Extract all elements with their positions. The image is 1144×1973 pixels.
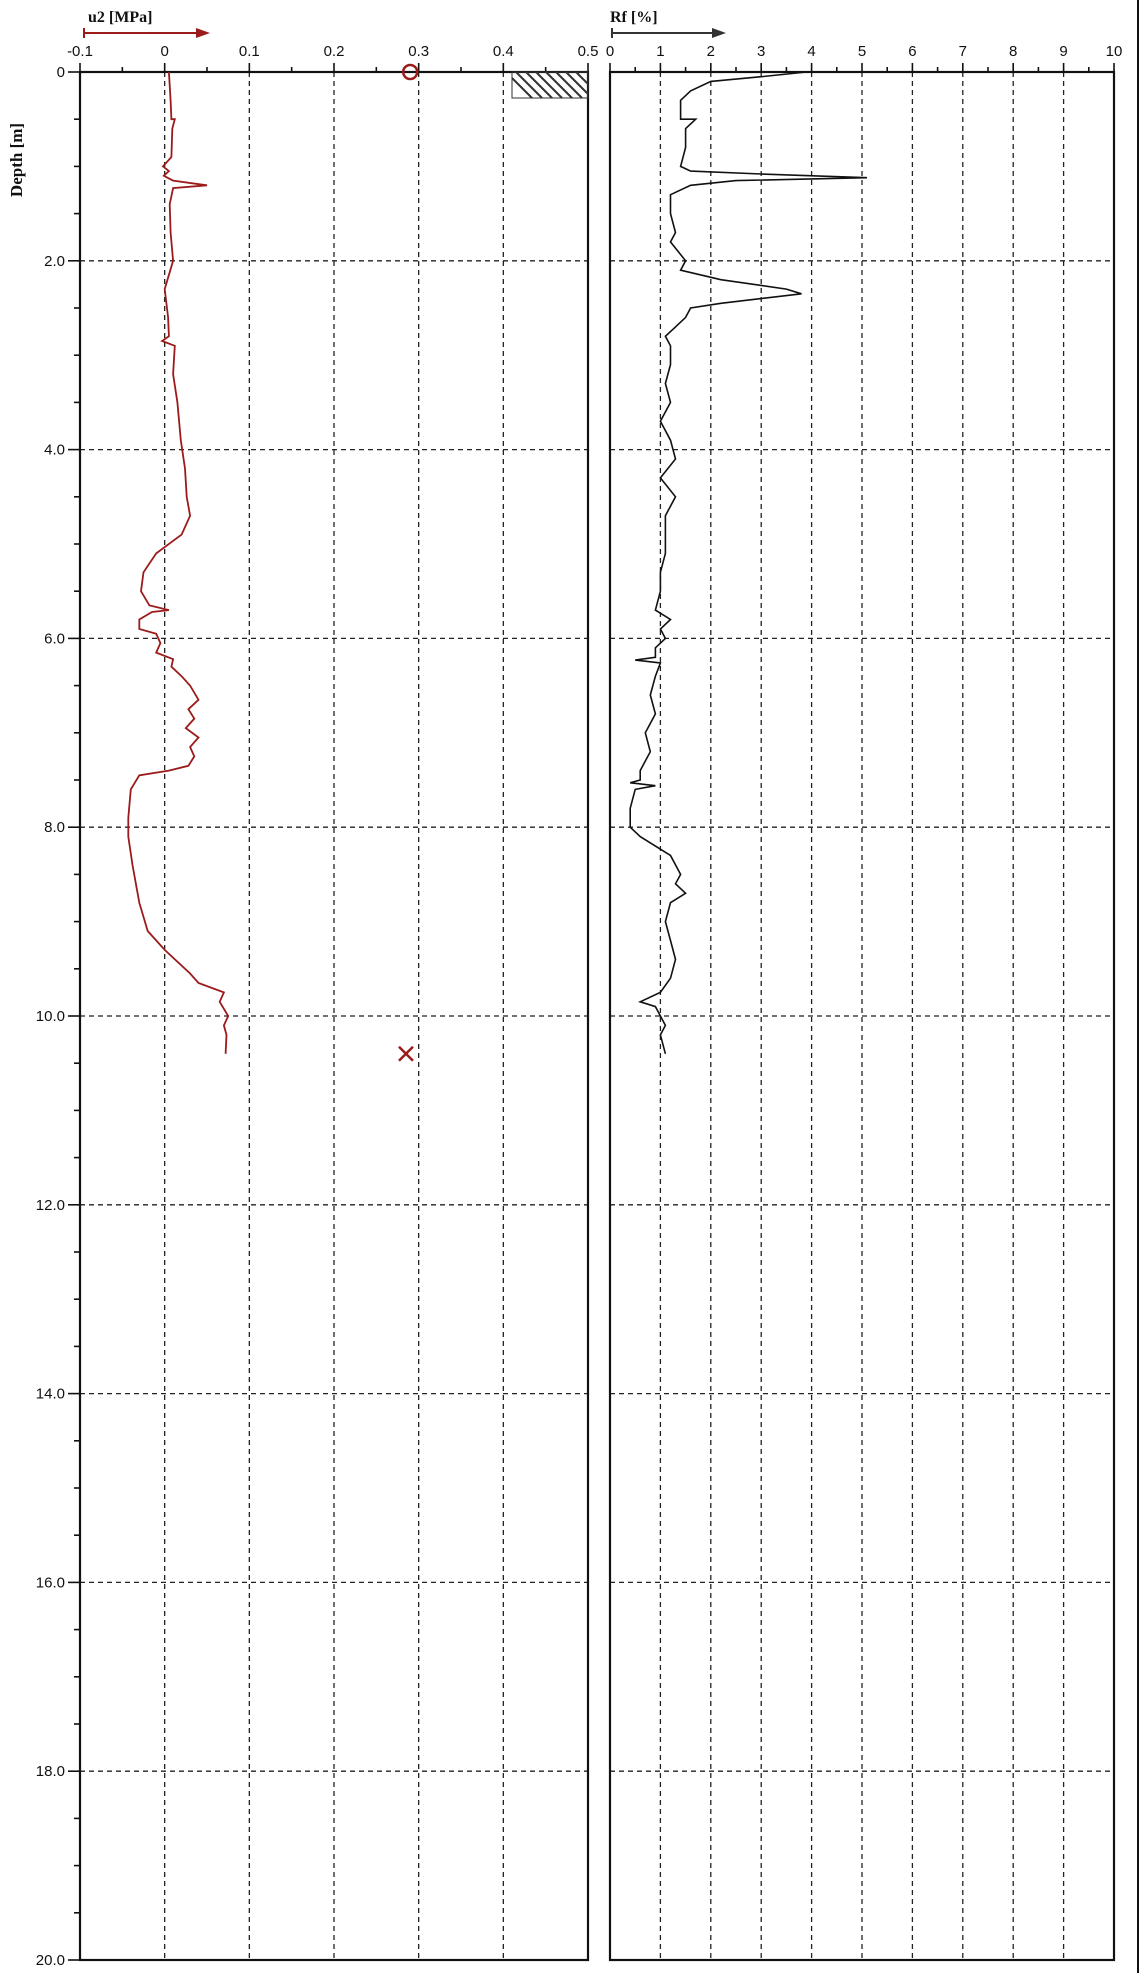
rf-panel: 0 1 2 3 4 5 6 7 8 9 10 Rf [%] (606, 9, 1123, 1962)
u2-series-line (127, 71, 230, 1054)
ytick-label: 8.0 (44, 819, 65, 836)
rf-xtick-label: 0 (606, 43, 614, 60)
ytick-label: 14.0 (36, 1386, 65, 1403)
y-axis-label: Depth [m] (7, 123, 26, 197)
marker-circle-icon (401, 63, 419, 81)
rf-grid (610, 72, 1114, 1960)
u2-axis-ticks (68, 63, 589, 1961)
ytick-label: 10.0 (36, 1008, 65, 1025)
ytick-label: 18.0 (36, 1763, 65, 1780)
u2-xtick-label: 0.1 (239, 43, 260, 60)
ytick-label: 12.0 (36, 1197, 65, 1214)
u2-title-arrow-icon (83, 28, 210, 38)
rf-xtick-label: 1 (656, 43, 664, 60)
rf-xtick-label: 6 (908, 43, 916, 60)
ytick-label: 20.0 (36, 1952, 65, 1969)
rf-series-line (629, 71, 868, 1055)
rf-xtick-label: 7 (959, 43, 967, 60)
rf-xtick-label: 3 (757, 43, 765, 60)
marker-cross-icon (398, 1045, 414, 1062)
rf-axis-labels: 0 1 2 3 4 5 6 7 8 9 10 (606, 43, 1123, 60)
u2-xtick-label: 0.3 (408, 43, 429, 60)
ytick-label: 2.0 (44, 253, 65, 270)
rf-title: Rf [%] (610, 9, 658, 26)
u2-xtick-label: 0.4 (493, 43, 514, 60)
u2-xtick-label: -0.1 (67, 43, 93, 60)
u2-title: u2 [MPa] (88, 9, 152, 26)
rf-axis-ticks (609, 63, 1115, 72)
u2-panel: -0.1 0 0.1 0.2 0.3 0.4 0.502.04.06.08.010.012.… (7, 9, 598, 1969)
rf-xtick-label: 8 (1009, 43, 1017, 60)
rf-xtick-label: 9 (1059, 43, 1067, 60)
u2-markers (398, 63, 419, 1062)
u2-xtick-label: 0 (160, 43, 168, 60)
rf-xtick-label: 5 (858, 43, 866, 60)
rf-title-arrow-icon (611, 28, 726, 38)
u2-frame (78, 70, 590, 1962)
rf-frame (608, 70, 1116, 1962)
rf-xtick-label: 2 (707, 43, 715, 60)
rf-xtick-label: 4 (807, 43, 815, 60)
ytick-label: 6.0 (44, 630, 65, 647)
u2-grid (80, 72, 588, 1960)
ytick-label: 16.0 (36, 1574, 65, 1591)
u2-axis-labels: -0.1 0 0.1 0.2 0.3 0.4 0.502.04.06.08.010.012.… (36, 43, 599, 1969)
ytick-label: 4.0 (44, 442, 65, 459)
surface-hatch-icon (511, 71, 589, 99)
ytick-label: 0 (57, 64, 65, 81)
u2-xtick-label: 0.5 (578, 43, 599, 60)
rf-xtick-label: 10 (1106, 43, 1123, 60)
u2-xtick-label: 0.2 (324, 43, 345, 60)
